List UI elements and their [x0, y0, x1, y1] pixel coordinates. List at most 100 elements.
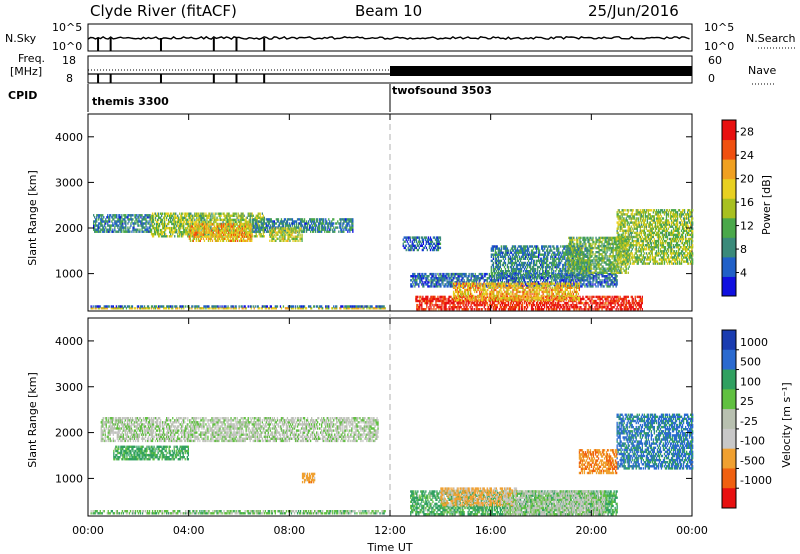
- power-cell: [189, 225, 191, 228]
- power-cell: [290, 218, 293, 221]
- power-cell: [257, 220, 259, 223]
- power-cell: [431, 279, 433, 282]
- power-cell: [439, 303, 441, 307]
- power-cell: [220, 235, 223, 238]
- power-cell: [195, 225, 197, 228]
- power-cell: [266, 224, 268, 227]
- power-cell: [98, 222, 100, 225]
- power-cell: [264, 307, 266, 310]
- power-cell: [98, 305, 100, 308]
- power-cell: [277, 233, 279, 236]
- power-cell: [196, 235, 198, 238]
- power-cell: [347, 222, 349, 225]
- power-cell: [466, 296, 468, 300]
- power-cell: [403, 240, 405, 243]
- power-cell: [95, 230, 97, 233]
- power-cell: [484, 272, 486, 276]
- power-cell: [212, 233, 215, 236]
- power-cell: [233, 233, 235, 236]
- power-cell: [273, 229, 275, 232]
- power-cell: [166, 224, 168, 228]
- power-cell: [303, 230, 306, 233]
- power-cell: [117, 305, 119, 308]
- power-cell: [207, 227, 210, 230]
- power-cell: [126, 230, 128, 233]
- power-cell: [488, 275, 490, 278]
- power-cell: [309, 305, 311, 308]
- power-cell: [354, 305, 356, 308]
- power-cell: [319, 305, 321, 308]
- power-cell: [162, 305, 164, 308]
- power-cell: [201, 229, 204, 232]
- power-cell: [143, 307, 146, 310]
- power-cell: [258, 233, 260, 236]
- power-cell: [125, 307, 128, 310]
- power-cell: [353, 305, 355, 308]
- power-cell: [158, 212, 160, 215]
- power-cell: [350, 220, 352, 223]
- power-cell: [495, 277, 497, 280]
- power-cell: [177, 307, 179, 310]
- power-cell: [124, 226, 126, 229]
- power-cell: [321, 226, 323, 229]
- power-cell: [247, 220, 249, 224]
- nsky-spikes: [97, 38, 266, 51]
- power-cell: [285, 224, 288, 227]
- power-cell: [133, 228, 135, 231]
- power-cell: [410, 279, 412, 282]
- power-cell: [336, 307, 338, 310]
- power-cell: [232, 307, 234, 310]
- power-cell: [121, 305, 123, 308]
- power-cell: [185, 222, 187, 226]
- power-cell: [158, 224, 160, 228]
- power-cell: [472, 275, 474, 278]
- power-cell: [183, 307, 185, 310]
- power-cell: [283, 218, 286, 221]
- power-cell: [128, 230, 130, 233]
- power-cell: [201, 212, 203, 215]
- power-cell: [212, 305, 214, 308]
- power-cell: [497, 279, 499, 282]
- power-cell: [111, 216, 113, 219]
- power-cell: [224, 216, 226, 219]
- power-cell: [473, 294, 475, 298]
- power-cell: [454, 294, 457, 298]
- power-cell: [197, 237, 199, 240]
- power-cell: [139, 220, 141, 223]
- power-cell: [187, 212, 189, 215]
- power-cell: [122, 218, 124, 221]
- nave-label: Nave: [748, 64, 776, 77]
- power-cell: [233, 214, 235, 217]
- nsky-tick-top: 10^5: [52, 21, 82, 34]
- power-cell: [434, 246, 437, 250]
- power-cell: [99, 216, 101, 219]
- power-cell: [581, 308, 583, 311]
- power-cell: [196, 305, 198, 308]
- power-cell: [611, 295, 613, 299]
- power-cell: [299, 220, 302, 223]
- power-cell: [438, 277, 440, 280]
- power-cell: [483, 275, 485, 278]
- power-cell: [262, 214, 264, 217]
- freq-label: Freq.: [18, 52, 45, 65]
- power-cell: [116, 230, 118, 233]
- power-cell: [210, 216, 212, 219]
- power-cell: [230, 231, 233, 234]
- power-cell: [217, 231, 220, 234]
- power-cell: [248, 223, 250, 226]
- power-cell: [318, 222, 320, 225]
- power-cell: [227, 224, 229, 228]
- power-cell: [320, 218, 322, 221]
- power-cell: [159, 305, 161, 308]
- nsky-trace: [87, 35, 690, 40]
- power-cell: [438, 242, 441, 245]
- power-cell: [118, 220, 120, 223]
- power-cell: [288, 227, 290, 230]
- power-cell: [102, 307, 104, 310]
- power-cell: [132, 214, 134, 217]
- power-cell: [435, 281, 437, 284]
- power-cell: [192, 231, 194, 234]
- power-cell: [436, 285, 438, 288]
- power-cell: [250, 225, 252, 228]
- power-cell: [129, 226, 131, 229]
